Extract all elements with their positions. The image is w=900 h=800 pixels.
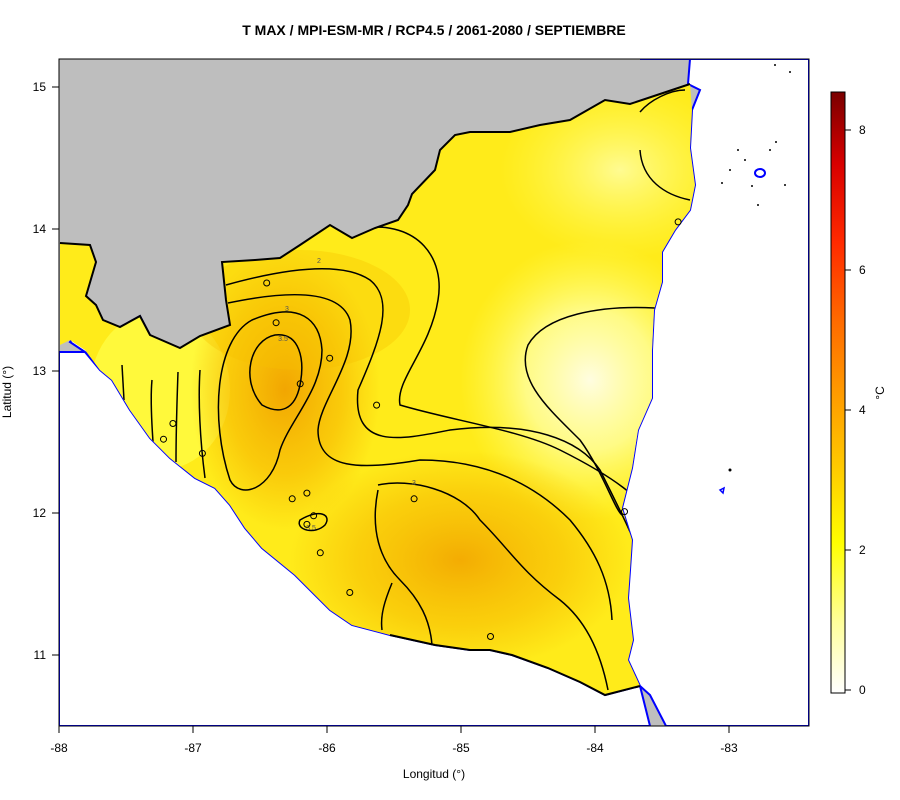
colorbar: 0 2 4 6 8 °C — [830, 91, 887, 697]
x-tick-label: -87 — [184, 741, 202, 755]
x-tick-label: -85 — [452, 741, 470, 755]
station-marker — [373, 401, 381, 409]
station-marker — [410, 495, 418, 503]
station-marker — [198, 449, 206, 457]
corn-islands — [754, 168, 766, 178]
colorbar-tick-label: 2 — [859, 543, 866, 557]
y-tick-label: 14 — [33, 222, 47, 236]
y-tick-labels: 11 12 13 14 15 — [33, 80, 47, 662]
y-axis — [52, 86, 59, 656]
station-marker — [263, 279, 271, 287]
x-tick-label: -84 — [586, 741, 604, 755]
contour-lines — [121, 89, 691, 691]
station-marker — [621, 508, 628, 516]
x-tick-labels: -88 -87 -86 -85 -84 -83 — [50, 741, 738, 755]
y-tick-label: 15 — [33, 80, 47, 94]
x-tick-label: -88 — [50, 741, 68, 755]
map-title: T MAX / MPI-ESM-MR / RCP4.5 / 2061-2080 … — [242, 22, 626, 38]
contour-label: 3.5 — [278, 336, 288, 343]
x-axis — [58, 726, 730, 733]
island — [728, 468, 732, 472]
station-marker — [310, 512, 318, 520]
plot-frame — [58, 58, 810, 727]
cays — [721, 64, 791, 206]
station-marker — [326, 354, 334, 362]
y-axis-label: Latitud (°) — [0, 366, 14, 418]
contour-label: 3 — [285, 306, 289, 313]
x-tick-label: -86 — [318, 741, 336, 755]
station-markers — [160, 218, 682, 640]
contour-label: 3.5 — [306, 525, 316, 532]
colorbar-label: °C — [873, 386, 887, 400]
country-borders — [59, 83, 691, 697]
colorbar-tick-label: 4 — [859, 403, 866, 417]
colorbar-scale — [830, 91, 846, 694]
station-marker — [160, 435, 167, 443]
contour-label: 3 — [412, 480, 416, 487]
station-marker — [674, 218, 682, 226]
station-marker — [303, 489, 311, 497]
station-marker — [169, 420, 177, 427]
station-marker — [487, 633, 494, 640]
x-tick-label: -83 — [720, 741, 738, 755]
map-panel: 2 3 3.5 3.5 3 — [59, 59, 809, 726]
station-marker — [296, 380, 304, 388]
colorbar-tick-label: 0 — [859, 683, 866, 697]
x-axis-label: Longitud (°) — [403, 767, 465, 781]
y-tick-label: 12 — [33, 506, 47, 520]
station-marker — [303, 520, 311, 528]
contour-labels: 2 3 3.5 3.5 3 — [278, 258, 416, 532]
colorbar-tick-label: 8 — [859, 123, 866, 137]
contour-label: 2 — [317, 258, 321, 265]
island-coast — [718, 486, 726, 495]
y-tick-label: 11 — [34, 648, 47, 662]
station-marker — [346, 589, 354, 596]
colorbar-tick-label: 6 — [859, 263, 866, 277]
station-marker — [272, 319, 280, 327]
y-tick-label: 13 — [33, 364, 47, 378]
station-marker — [288, 495, 296, 503]
station-marker — [316, 549, 324, 557]
